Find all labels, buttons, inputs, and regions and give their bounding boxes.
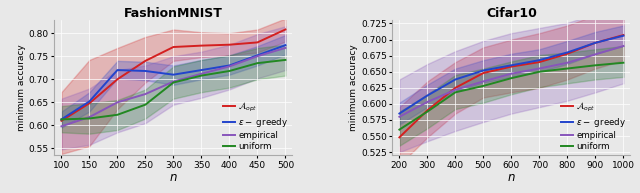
empirical xyxy=(424,101,431,103)
$\mathcal{A}_{opt}$ xyxy=(113,78,121,80)
$\varepsilon - $ greedy xyxy=(508,64,515,66)
Line: $\mathcal{A}_{opt}$: $\mathcal{A}_{opt}$ xyxy=(61,30,285,121)
empirical xyxy=(591,53,599,56)
Line: uniform: uniform xyxy=(61,60,285,119)
$\varepsilon - $ greedy xyxy=(282,44,289,46)
empirical xyxy=(253,55,261,57)
Y-axis label: minimum accuracy: minimum accuracy xyxy=(17,44,26,131)
$\varepsilon - $ greedy xyxy=(58,118,65,121)
Title: Cifar10: Cifar10 xyxy=(486,7,537,20)
empirical xyxy=(536,67,543,70)
empirical xyxy=(396,116,403,118)
uniform xyxy=(452,91,460,93)
Line: empirical: empirical xyxy=(399,46,623,117)
$\varepsilon - $ greedy xyxy=(198,69,205,71)
$\mathcal{A}_{opt}$ xyxy=(282,28,289,31)
$\mathcal{A}_{opt}$ xyxy=(508,65,515,68)
$\mathcal{A}_{opt}$ xyxy=(141,60,149,62)
$\mathcal{A}_{opt}$ xyxy=(170,46,177,48)
$\varepsilon - $ greedy xyxy=(536,59,543,61)
$\varepsilon - $ greedy xyxy=(620,35,627,37)
$\mathcal{A}_{opt}$ xyxy=(424,109,431,112)
uniform xyxy=(508,77,515,79)
empirical xyxy=(452,89,460,91)
$\mathcal{A}_{opt}$ xyxy=(225,44,233,46)
uniform xyxy=(113,114,121,116)
$\varepsilon - $ greedy xyxy=(396,112,403,115)
uniform xyxy=(86,117,93,120)
X-axis label: n: n xyxy=(170,171,177,184)
uniform xyxy=(479,85,487,87)
empirical xyxy=(198,73,205,75)
Line: empirical: empirical xyxy=(61,48,285,126)
empirical xyxy=(564,62,572,64)
$\mathcal{A}_{opt}$ xyxy=(564,52,572,55)
$\varepsilon - $ greedy xyxy=(86,100,93,102)
$\varepsilon - $ greedy xyxy=(225,64,233,67)
empirical xyxy=(86,116,93,118)
Line: $\varepsilon - $ greedy: $\varepsilon - $ greedy xyxy=(61,45,285,119)
uniform xyxy=(198,74,205,77)
$\mathcal{A}_{opt}$ xyxy=(536,61,543,63)
$\varepsilon - $ greedy xyxy=(113,69,121,71)
$\varepsilon - $ greedy xyxy=(452,78,460,81)
$\mathcal{A}_{opt}$ xyxy=(479,72,487,74)
empirical xyxy=(170,80,177,83)
$\mathcal{A}_{opt}$ xyxy=(253,41,261,44)
Line: $\mathcal{A}_{opt}$: $\mathcal{A}_{opt}$ xyxy=(399,35,623,137)
uniform xyxy=(620,62,627,64)
$\mathcal{A}_{opt}$ xyxy=(396,136,403,139)
uniform xyxy=(141,103,149,106)
uniform xyxy=(424,110,431,113)
Line: $\varepsilon - $ greedy: $\varepsilon - $ greedy xyxy=(399,36,623,113)
$\mathcal{A}_{opt}$ xyxy=(198,44,205,47)
Title: FashionMNIST: FashionMNIST xyxy=(124,7,223,20)
empirical xyxy=(620,45,627,47)
empirical xyxy=(58,125,65,127)
empirical xyxy=(225,65,233,68)
$\mathcal{A}_{opt}$ xyxy=(58,120,65,122)
X-axis label: n: n xyxy=(508,171,515,184)
$\mathcal{A}_{opt}$ xyxy=(620,34,627,36)
$\varepsilon - $ greedy xyxy=(141,70,149,72)
uniform xyxy=(591,64,599,66)
uniform xyxy=(170,81,177,84)
empirical xyxy=(113,101,121,103)
$\varepsilon - $ greedy xyxy=(253,54,261,57)
uniform xyxy=(282,59,289,61)
uniform xyxy=(58,118,65,121)
Y-axis label: minimum accuracy: minimum accuracy xyxy=(349,44,358,131)
empirical xyxy=(141,93,149,95)
empirical xyxy=(508,73,515,75)
Line: uniform: uniform xyxy=(399,63,623,130)
$\mathcal{A}_{opt}$ xyxy=(591,42,599,44)
uniform xyxy=(564,67,572,70)
$\mathcal{A}_{opt}$ xyxy=(86,102,93,104)
empirical xyxy=(282,47,289,49)
$\varepsilon - $ greedy xyxy=(424,94,431,97)
$\varepsilon - $ greedy xyxy=(591,42,599,44)
uniform xyxy=(253,62,261,64)
$\varepsilon - $ greedy xyxy=(479,69,487,72)
$\varepsilon - $ greedy xyxy=(170,74,177,76)
Legend: $\mathcal{A}_{opt}$, $\varepsilon - $ greedy, empirical, uniform: $\mathcal{A}_{opt}$, $\varepsilon - $ gr… xyxy=(559,99,628,153)
$\mathcal{A}_{opt}$ xyxy=(452,87,460,89)
uniform xyxy=(396,129,403,131)
uniform xyxy=(536,71,543,73)
uniform xyxy=(225,70,233,72)
empirical xyxy=(479,80,487,83)
$\varepsilon - $ greedy xyxy=(564,51,572,54)
Legend: $\mathcal{A}_{opt}$, $\varepsilon - $ greedy, empirical, uniform: $\mathcal{A}_{opt}$, $\varepsilon - $ gr… xyxy=(221,99,290,153)
